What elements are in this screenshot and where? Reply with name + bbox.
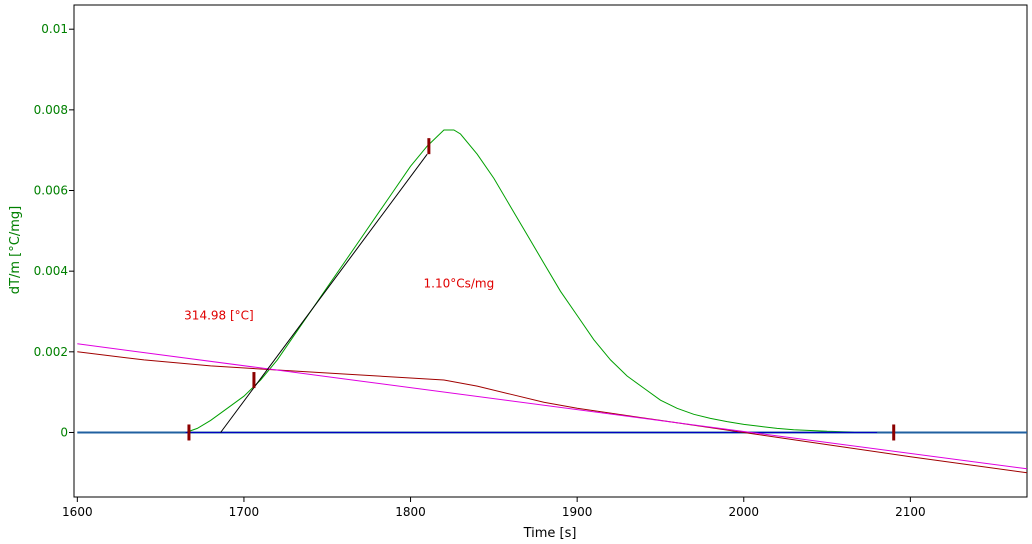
series-line	[77, 351, 1028, 474]
y-tick-label: 0.006	[34, 184, 68, 198]
x-tick-label: 1900	[562, 505, 593, 519]
y-tick-label: 0.002	[34, 345, 68, 359]
series-line	[185, 129, 878, 433]
x-tick-label: 1800	[395, 505, 426, 519]
y-tick-label: 0	[60, 425, 68, 439]
x-tick-label: 1600	[62, 505, 93, 519]
y-tick-label: 0.01	[41, 22, 68, 36]
plot-frame	[73, 4, 1028, 498]
annotation-label: 1.10°Cs/mg	[424, 276, 495, 290]
series-line	[77, 343, 1028, 470]
axes: 1600 1700 1800 1900 2000 2100 0 0.002 0.004 0.006…	[34, 4, 1028, 519]
y-axis-label: dT/m [°C/mg]	[8, 206, 23, 294]
annotation-group: 314.98 [°C] 1.10°Cs/mg	[184, 276, 494, 322]
y-tick-label: 0.004	[34, 264, 68, 278]
x-tick-label: 2000	[728, 505, 759, 519]
y-tick-label: 0.008	[34, 103, 68, 117]
annotation-label: 314.98 [°C]	[184, 309, 254, 323]
x-tick-label: 2100	[895, 505, 926, 519]
marker-group	[187, 138, 896, 441]
x-tick-label: 1700	[229, 505, 260, 519]
series-group	[77, 129, 1028, 474]
x-axis-label: Time [s]	[523, 526, 577, 541]
